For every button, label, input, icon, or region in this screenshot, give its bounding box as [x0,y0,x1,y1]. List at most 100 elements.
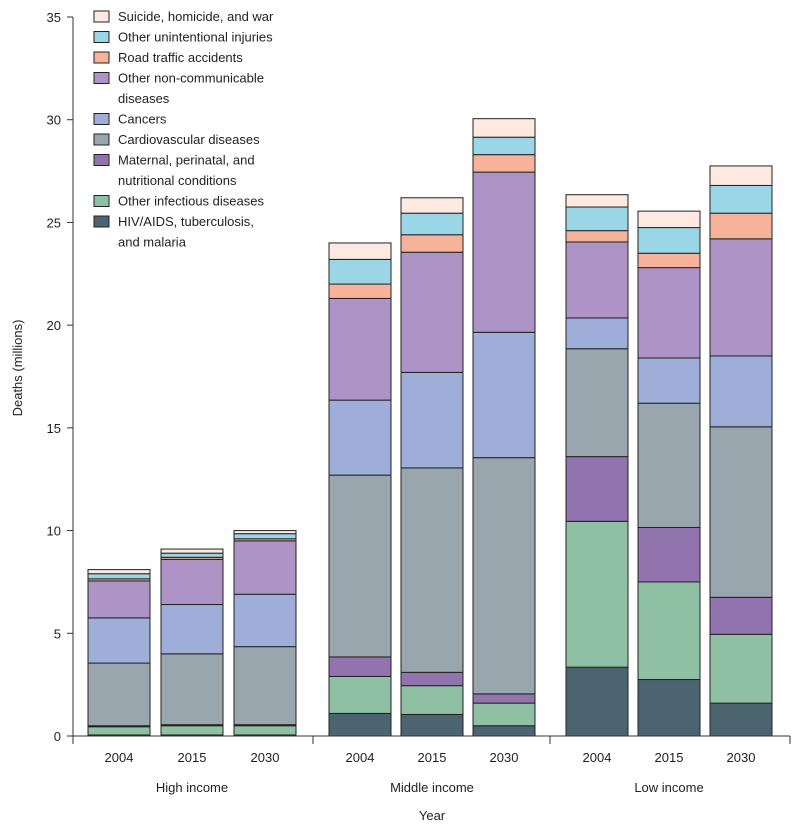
legend-label: Road traffic accidents [118,50,243,65]
bar-segment-other-unintentional-injuries [472,136,536,156]
bar-stack [565,194,629,737]
legend-item-other-infectious-diseases: Other infectious diseases [93,194,264,209]
bar-segment-other-unintentional-injuries [160,552,224,558]
legend-item-road-traffic-accidents: Road traffic accidents [93,50,243,65]
x-tick-label: 2030 [490,750,519,765]
bar-segment-other-infectious-diseases [472,702,536,727]
bar-segment-cancers [637,357,701,404]
bar-segment-other-infectious-diseases [709,633,773,704]
bar-segment-other-unintentional-injuries [328,258,392,285]
bar-segment-maternal-perinatal-and-nutritional-conditions [709,596,773,635]
bar-segment-suicide-homicide-and-war [160,548,224,554]
legend-label: Suicide, homicide, and war [118,9,274,24]
bar-segment-cancers [565,317,629,350]
bar-segment-cardiovascular-diseases [328,474,392,658]
y-tick-label: 0 [54,729,61,744]
legend-label: Maternal, perinatal, and [118,153,255,168]
bar-segment-cancers [160,604,224,655]
bar-segment-other-infectious-diseases [233,725,297,736]
bar-stack [400,197,464,737]
bar-segment-cancers [328,399,392,476]
bar-segment-other-unintentional-injuries [637,227,701,254]
bar-segment-suicide-homicide-and-war [400,197,464,214]
bar-segment-other-unintentional-injuries [233,533,297,540]
bar-segment-suicide-homicide-and-war [472,118,536,138]
legend-item-other-non-communicable-diseases: Other non-communicable diseases [93,71,264,106]
bars-layer [87,118,773,737]
legend: Suicide, homicide, and war Other unintent… [93,9,274,250]
bar-segment-cancers [233,593,297,648]
y-axis-ticks: 0 5 10 15 20 25 30 35 [47,10,73,744]
bar-segment-road-traffic-accidents [472,154,536,173]
bar-segment-other-infectious-diseases [328,675,392,714]
bar-segment-other-unintentional-injuries [400,212,464,236]
bar-segment-cardiovascular-diseases [709,426,773,598]
bar-segment-suicide-homicide-and-war [87,569,151,575]
legend-label: Cardiovascular diseases [118,132,260,147]
bar-segment-cardiovascular-diseases [233,646,297,726]
bar-stack [328,242,392,737]
legend-item-cardiovascular-diseases: Cardiovascular diseases [93,132,260,147]
bar-segment-suicide-homicide-and-war [637,210,701,229]
bar-segment-other-infectious-diseases [637,581,701,681]
bar-segment-other-unintentional-injuries [87,573,151,580]
bar-segment-other-non-communicable-diseases [472,171,536,333]
group-label-middle-income: Middle income [390,780,474,795]
bar-segment-hiv-aids-tuberculosis-and-malaria [637,679,701,737]
bar-segment-suicide-homicide-and-war [565,194,629,208]
y-tick-label: 30 [47,113,61,128]
bar-segment-road-traffic-accidents [565,230,629,243]
bar-stack [160,548,224,737]
bar-segment-other-non-communicable-diseases [233,540,297,595]
bar-segment-cardiovascular-diseases [472,457,536,695]
bar-stack [233,530,297,737]
group-label-high-income: High income [156,780,228,795]
legend-item-hiv-aids-tuberculosis-and-malaria: HIV/AIDS, tuberculosis, and malaria [93,214,254,250]
legend-swatch [93,154,110,166]
legend-item-other-unintentional-injuries: Other unintentional injuries [93,30,273,45]
bar-stack [709,165,773,737]
bar-segment-other-non-communicable-diseases [87,580,151,619]
bar-segment-other-unintentional-injuries [709,184,773,214]
y-tick-label: 15 [47,421,61,436]
bar-segment-suicide-homicide-and-war [233,530,297,535]
legend-swatch [93,113,110,125]
bar-segment-other-non-communicable-diseases [637,267,701,359]
bar-segment-cardiovascular-diseases [565,348,629,458]
bar-segment-other-non-communicable-diseases [160,558,224,606]
legend-swatch [93,133,110,146]
legend-item-suicide-homicide-and-war: Suicide, homicide, and war [93,9,274,24]
y-tick-label: 5 [54,626,61,641]
bar-segment-other-infectious-diseases [87,726,151,736]
legend-label: diseases [118,91,170,106]
legend-swatch [93,51,110,64]
bar-segment-other-unintentional-injuries [565,206,629,232]
bar-segment-road-traffic-accidents [328,283,392,299]
bar-segment-hiv-aids-tuberculosis-and-malaria [328,712,392,737]
bar-segment-cancers [400,371,464,469]
x-tick-label: 2015 [418,750,447,765]
bar-segment-cancers [709,355,773,428]
bar-segment-cardiovascular-diseases [637,402,701,528]
bar-stack [472,118,536,737]
x-tick-label: 2030 [727,750,756,765]
y-tick-label: 35 [47,10,61,25]
legend-label: and malaria [118,235,187,250]
bar-segment-cardiovascular-diseases [160,653,224,726]
bar-segment-other-infectious-diseases [400,685,464,715]
x-tick-label: 2030 [251,750,280,765]
bar-segment-suicide-homicide-and-war [328,242,392,260]
bar-stack [637,210,701,737]
bar-segment-maternal-perinatal-and-nutritional-conditions [565,456,629,522]
bar-segment-cancers [472,331,536,459]
legend-label: nutritional conditions [118,173,237,188]
bar-segment-cancers [87,617,151,664]
legend-swatch [93,31,110,43]
x-tick-label: 2015 [655,750,684,765]
y-tick-label: 10 [47,524,61,539]
x-axis-ticks: 2004 2015 2030 High income 2004 2015 2030 Middl… [72,736,791,795]
bar-segment-hiv-aids-tuberculosis-and-malaria [472,725,536,737]
x-axis-title: Year [419,808,446,823]
legend-item-maternal-perinatal-and-nutritional-conditions: Maternal, perinatal, and nutritional cond… [93,153,255,188]
